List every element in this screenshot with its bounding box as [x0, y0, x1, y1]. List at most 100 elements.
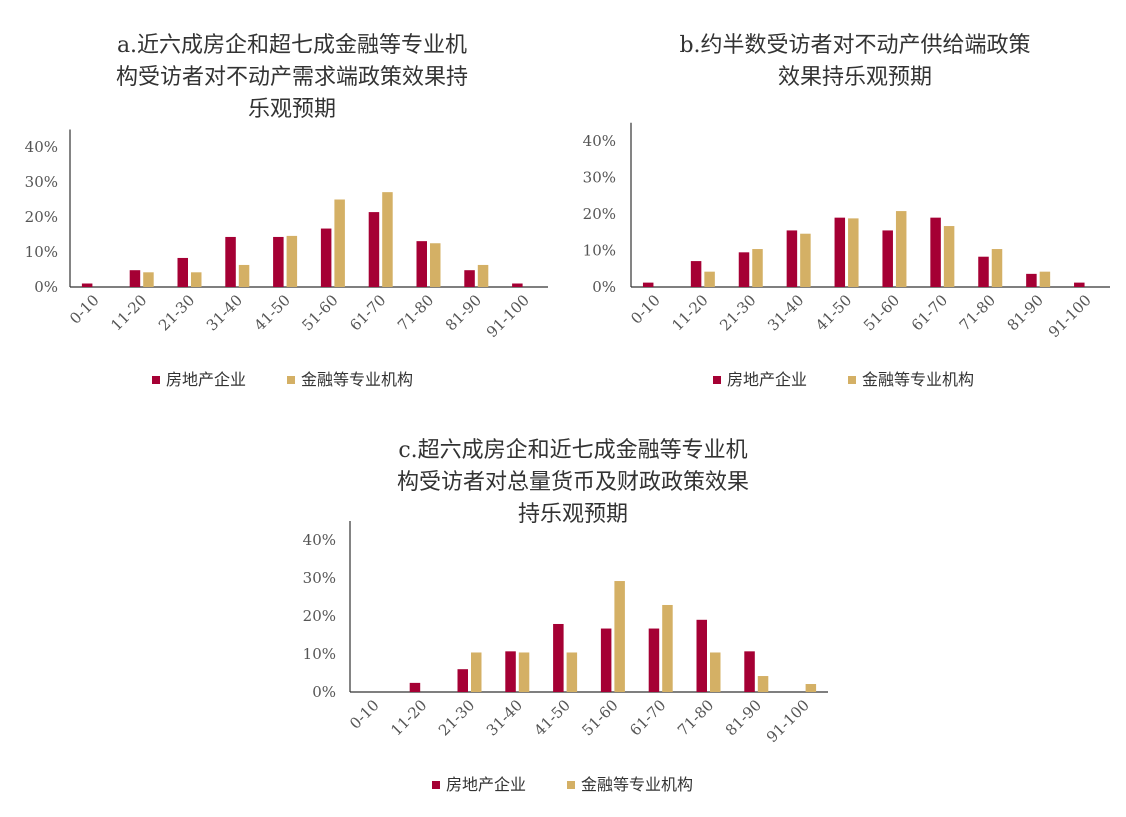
bar-financial-61-70	[662, 604, 673, 692]
legend-label-financial: 金融等专业机构	[301, 370, 413, 389]
bar-real-estate-51-60	[320, 228, 332, 287]
y-tick-label: 40%	[583, 132, 616, 150]
legend-swatch-real-estate	[152, 376, 160, 384]
y-tick-label: 30%	[25, 173, 58, 191]
bar-financial-51-60	[895, 211, 907, 287]
x-tick-label: 61-70	[908, 291, 951, 334]
bar-financial-11-20	[704, 271, 715, 287]
bar-real-estate-81-90	[744, 651, 755, 692]
chart-title-line: b.约半数受访者对不动产供给端政策	[679, 33, 1030, 58]
bar-financial-31-40	[800, 233, 811, 287]
legend-swatch-real-estate	[432, 781, 440, 789]
y-tick-label: 20%	[25, 208, 58, 226]
legend-swatch-financial	[848, 376, 856, 384]
x-tick-label: 0-10	[346, 696, 383, 733]
bar-real-estate-0-10	[81, 283, 93, 287]
bar-real-estate-41-50	[553, 623, 564, 692]
bar-real-estate-91-100	[1074, 282, 1085, 287]
bar-financial-51-60	[614, 581, 625, 692]
y-tick-label: 10%	[25, 243, 58, 261]
bar-financial-71-80	[710, 652, 721, 692]
bar-real-estate-41-50	[834, 217, 846, 287]
bar-real-estate-31-40	[225, 236, 236, 287]
x-tick-label: 0-10	[66, 291, 103, 328]
x-tick-label: 41-50	[251, 291, 294, 334]
chart-title-line: 构受访者对不动产需求端政策效果持	[116, 65, 468, 90]
bar-financial-31-40	[238, 264, 250, 287]
x-tick-label: 91-100	[763, 696, 813, 746]
bar-real-estate-61-70	[930, 217, 941, 287]
bar-real-estate-11-20	[690, 261, 702, 287]
bar-financial-91-100	[805, 684, 817, 692]
legend: 房地产企业 金融等专业机构	[152, 370, 413, 389]
legend-label-real-estate: 房地产企业	[446, 775, 526, 794]
chart-title-line: 构受访者对总量货币及财政政策效果	[397, 470, 749, 495]
legend-label-financial: 金融等专业机构	[862, 370, 974, 389]
chart-title-line: 持乐观预期	[518, 502, 628, 527]
legend-label-financial: 金融等专业机构	[581, 775, 693, 794]
y-tick-label: 20%	[303, 607, 336, 625]
bar-financial-71-80	[991, 249, 1003, 287]
x-tick-label: 51-60	[860, 291, 903, 334]
bar-real-estate-81-90	[464, 270, 475, 287]
bar-real-estate-91-100	[512, 283, 523, 287]
bar-real-estate-31-40	[786, 230, 798, 287]
bar-financial-11-20	[143, 272, 154, 287]
bar-financial-71-80	[430, 243, 441, 287]
x-tick-label: 21-30	[155, 291, 198, 334]
y-tick-label: 0%	[312, 683, 336, 701]
chart-title-line: a.近六成房企和超七成金融等专业机	[117, 33, 467, 58]
x-tick-label: 91-100	[483, 291, 533, 341]
bar-financial-61-70	[943, 226, 955, 287]
x-tick-label: 11-20	[387, 696, 430, 739]
x-tick-label: 11-20	[107, 291, 150, 334]
bar-financial-21-30	[752, 249, 763, 287]
y-tick-label: 30%	[583, 169, 616, 187]
bar-financial-51-60	[334, 199, 345, 287]
legend-label-real-estate: 房地产企业	[727, 370, 807, 389]
y-tick-label: 40%	[303, 531, 336, 549]
x-tick-label: 81-90	[1004, 291, 1047, 334]
bar-financial-41-50	[848, 218, 859, 287]
bar-real-estate-11-20	[409, 682, 421, 692]
bar-financial-31-40	[518, 652, 530, 692]
bar-real-estate-11-20	[129, 270, 141, 287]
bar-financial-21-30	[191, 272, 202, 287]
legend-swatch-real-estate	[713, 376, 721, 384]
bar-real-estate-51-60	[882, 230, 893, 287]
x-tick-label: 51-60	[298, 291, 341, 334]
legend: 房地产企业 金融等专业机构	[432, 775, 693, 794]
x-tick-label: 81-90	[442, 291, 485, 334]
bar-real-estate-51-60	[600, 628, 612, 692]
x-tick-label: 61-70	[346, 291, 389, 334]
y-tick-label: 20%	[583, 205, 616, 223]
y-tick-label: 0%	[34, 278, 58, 296]
x-tick-label: 51-60	[578, 696, 621, 739]
bar-real-estate-61-70	[648, 628, 660, 692]
bar-financial-81-90	[477, 264, 489, 287]
x-tick-label: 91-100	[1045, 291, 1095, 341]
bar-financial-61-70	[382, 192, 393, 287]
x-tick-label: 81-90	[722, 696, 765, 739]
legend: 房地产企业 金融等专业机构	[713, 370, 974, 389]
x-tick-label: 61-70	[626, 696, 669, 739]
x-tick-label: 71-80	[394, 291, 437, 334]
x-tick-label: 71-80	[674, 696, 717, 739]
bar-real-estate-21-30	[457, 669, 468, 692]
bar-real-estate-21-30	[177, 257, 188, 287]
x-tick-label: 0-10	[627, 291, 664, 328]
x-tick-label: 41-50	[812, 291, 855, 334]
y-tick-label: 30%	[303, 569, 336, 587]
bar-real-estate-71-80	[416, 241, 427, 287]
chart-title-line: 乐观预期	[248, 97, 336, 122]
x-tick-label: 71-80	[956, 291, 999, 334]
x-tick-label: 21-30	[435, 696, 478, 739]
bar-real-estate-61-70	[368, 212, 380, 287]
bar-real-estate-71-80	[978, 256, 989, 287]
bar-financial-41-50	[566, 652, 578, 692]
x-tick-label: 11-20	[668, 291, 711, 334]
